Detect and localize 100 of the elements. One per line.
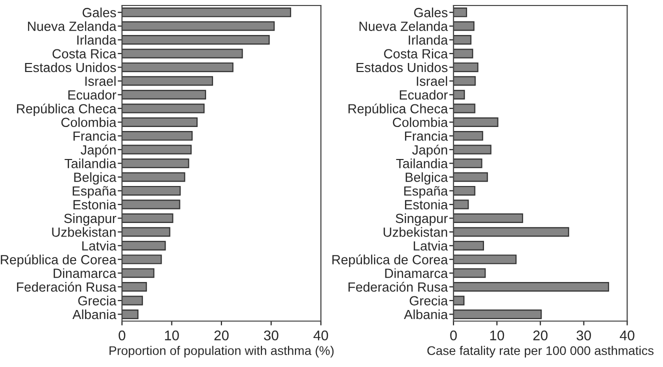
bar xyxy=(122,8,292,18)
y-tick-label: Nueva Zelanda xyxy=(28,21,116,31)
y-tick-label: Grecia xyxy=(78,296,116,306)
y-tick-label: Nueva Zelanda xyxy=(360,21,448,31)
y-tick-label: Costa Rica xyxy=(52,48,116,58)
bar xyxy=(453,144,492,154)
y-tick-label: República de Corea xyxy=(0,254,116,267)
y-tick-label: Estonia xyxy=(74,200,116,210)
x-tick-label: 20 xyxy=(533,330,548,340)
bar xyxy=(453,21,474,31)
y-tick-label: Uzbekistan xyxy=(384,227,448,237)
y-tick-label: Singapur xyxy=(64,213,116,226)
bar xyxy=(453,268,486,278)
y-tick-label: Japón xyxy=(412,144,448,158)
y-tick-label: Ecuador xyxy=(68,90,116,100)
bar xyxy=(453,296,464,306)
y-tick-label: Albania xyxy=(404,309,448,320)
y-tick-label: Uzbekistan xyxy=(52,227,116,237)
y-tick-label: Federación Rusa xyxy=(348,282,448,292)
bar xyxy=(122,200,180,210)
bar xyxy=(122,48,243,58)
bar xyxy=(453,172,488,182)
bar xyxy=(453,8,468,18)
bar xyxy=(453,227,570,237)
bar xyxy=(453,309,542,320)
bar xyxy=(122,268,154,278)
bar xyxy=(453,282,610,292)
bar xyxy=(122,213,174,224)
x-tick-label: 10 xyxy=(165,330,179,340)
bar xyxy=(122,90,206,100)
bar xyxy=(122,254,162,264)
y-tick-label: Grecia xyxy=(410,296,448,306)
y-tick-label: Belgica xyxy=(74,172,116,185)
x-tick-label: 10 xyxy=(490,330,504,340)
bar xyxy=(453,200,469,210)
x-tick-label: 30 xyxy=(264,330,278,340)
bar xyxy=(453,131,484,141)
bar xyxy=(453,117,498,127)
bar xyxy=(453,240,484,250)
x-axis-title: Case fatality rate per 100 000 asthmatics xyxy=(427,346,654,358)
y-tick-label: República de Corea xyxy=(332,254,448,267)
y-tick-label: España xyxy=(404,186,448,198)
x-tick-label: 20 xyxy=(214,330,229,340)
y-tick-label: Federación Rusa xyxy=(17,282,116,292)
bar xyxy=(122,104,205,114)
y-tick-label: Irlanda xyxy=(77,35,116,45)
bar xyxy=(122,21,275,31)
y-tick-label: Latvia xyxy=(82,240,116,251)
bar xyxy=(122,35,270,45)
x-tick-label: 40 xyxy=(313,330,328,340)
y-tick-label: Dinamarca xyxy=(385,268,448,278)
y-tick-label: Dinamarca xyxy=(54,268,116,278)
x-tick-label: 0 xyxy=(450,330,457,340)
y-tick-label: Israel xyxy=(416,76,448,86)
y-tick-label: República Checa xyxy=(17,104,116,116)
x-tick-label: 40 xyxy=(620,330,634,340)
x-axis-title: Proportion of population with asthma (%) xyxy=(110,346,334,358)
bar xyxy=(122,227,170,237)
y-tick-label: Latvia xyxy=(414,240,448,251)
bar xyxy=(453,62,478,72)
bar xyxy=(122,144,192,154)
y-tick-label: Tailandia xyxy=(64,158,116,168)
bar xyxy=(122,309,138,320)
bar xyxy=(453,186,476,196)
y-tick-label: Belgica xyxy=(406,172,448,185)
y-tick-label: Irlanda xyxy=(408,35,448,45)
bar xyxy=(122,172,186,182)
y-tick-label: Estados Unidos xyxy=(25,62,116,72)
x-tick-label: 0 xyxy=(118,330,126,340)
y-tick-label: Gales xyxy=(414,8,448,18)
y-tick-label: República Checa xyxy=(348,104,448,116)
bar xyxy=(453,35,472,45)
y-tick-label: Colombia xyxy=(61,117,116,128)
y-tick-label: Colombia xyxy=(392,117,448,128)
y-tick-label: Tailandia xyxy=(396,158,448,168)
bar xyxy=(122,62,234,72)
bar xyxy=(453,48,474,58)
bar xyxy=(122,186,181,196)
y-tick-label: Francia xyxy=(405,131,448,141)
y-tick-label: Francia xyxy=(74,131,116,141)
y-tick-label: Singapur xyxy=(396,213,448,226)
y-tick-label: Albania xyxy=(72,309,116,320)
bar xyxy=(122,131,193,141)
y-tick-label: Gales xyxy=(82,8,116,18)
bar xyxy=(453,158,482,168)
bar xyxy=(453,76,476,86)
bar xyxy=(453,254,517,264)
y-tick-label: Ecuador xyxy=(400,90,448,100)
bar xyxy=(122,158,190,168)
bar xyxy=(453,104,476,114)
y-tick-label: Estados Unidos xyxy=(356,62,448,72)
x-tick-label: 30 xyxy=(576,330,591,340)
y-tick-label: España xyxy=(72,186,116,198)
bar xyxy=(122,296,143,306)
y-tick-label: Costa Rica xyxy=(384,48,448,58)
bar xyxy=(453,213,524,224)
y-tick-label: Estonia xyxy=(405,200,448,210)
y-tick-label: Israel xyxy=(85,76,116,86)
bar xyxy=(122,76,214,86)
bar xyxy=(122,282,147,292)
